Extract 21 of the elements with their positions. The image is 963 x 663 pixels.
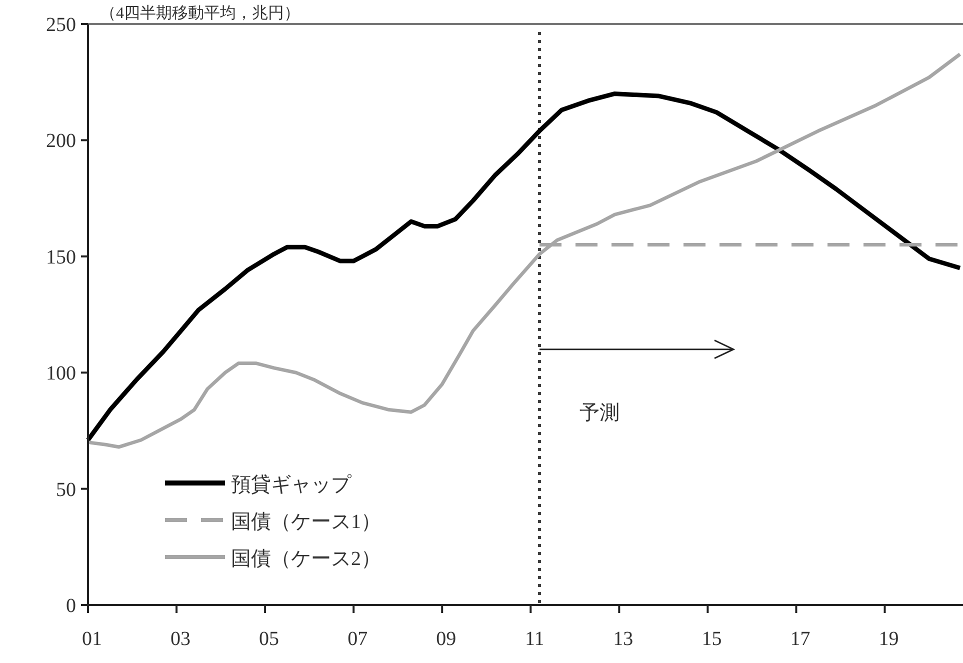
y-tick-label: 250 — [46, 14, 76, 36]
y-tick-label: 150 — [46, 246, 76, 268]
y-tick-label: 100 — [46, 362, 76, 385]
x-tick-label: 19 — [878, 628, 899, 650]
x-tick-label: 13 — [613, 628, 634, 650]
x-tick-label: 11 — [525, 628, 544, 650]
x-tick-label: 09 — [436, 628, 456, 650]
legend-label: 預貸ギャップ — [231, 474, 352, 496]
legend-label: 国債（ケース2） — [231, 548, 381, 570]
x-tick-label: 17 — [790, 628, 810, 650]
x-tick-label: 05 — [259, 628, 280, 650]
y-tick-label: 200 — [46, 130, 76, 152]
y-tick-label: 50 — [56, 478, 76, 501]
x-tick-label: 07 — [348, 628, 368, 650]
legend-label: 国債（ケース1） — [231, 511, 381, 533]
y-tick-label: 0 — [66, 595, 76, 617]
x-tick-label: 03 — [170, 628, 191, 650]
annotation: 予測 — [579, 402, 620, 424]
chart-title: （4四半期移動平均，兆円） — [100, 4, 300, 22]
x-tick-label: 15 — [702, 628, 722, 650]
x-tick-label: 01 — [82, 628, 102, 650]
